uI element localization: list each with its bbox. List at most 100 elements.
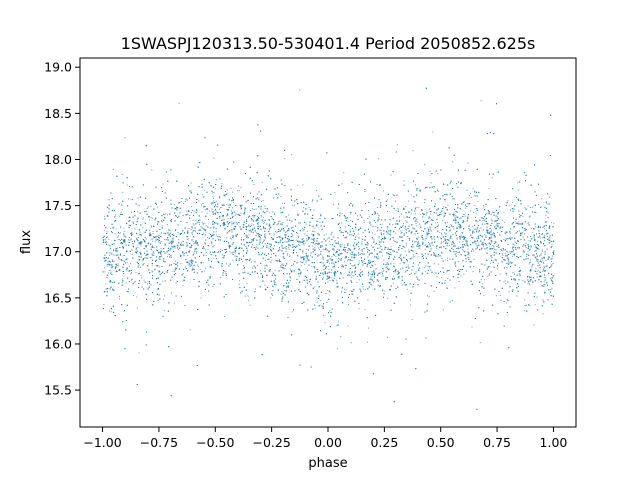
data-point <box>345 289 347 291</box>
data-point <box>483 294 485 296</box>
data-point <box>192 241 194 243</box>
data-point <box>350 225 352 227</box>
data-point <box>327 261 329 262</box>
data-point <box>390 252 392 253</box>
data-point <box>525 247 527 249</box>
data-point <box>153 253 155 255</box>
data-point <box>102 240 104 242</box>
data-point <box>259 237 261 238</box>
data-point <box>133 246 134 248</box>
data-point <box>221 183 223 185</box>
data-point <box>289 268 291 270</box>
data-point <box>243 267 245 269</box>
data-point <box>327 272 329 274</box>
data-point <box>491 229 492 231</box>
data-point <box>216 261 218 263</box>
data-point <box>256 265 258 267</box>
data-point <box>512 255 514 257</box>
data-point <box>146 245 148 247</box>
data-point <box>505 283 507 284</box>
data-point <box>505 233 507 235</box>
data-point <box>394 266 396 268</box>
data-point <box>150 235 152 237</box>
data-point <box>201 221 203 223</box>
data-point <box>188 228 190 229</box>
data-point <box>304 258 306 260</box>
data-point <box>551 255 553 257</box>
data-point <box>141 241 143 243</box>
data-point <box>486 213 488 214</box>
data-point <box>104 215 106 217</box>
data-point <box>133 241 135 243</box>
data-point <box>131 272 132 274</box>
data-point <box>133 295 135 297</box>
data-point <box>169 249 171 251</box>
data-point <box>368 273 370 275</box>
data-point <box>155 249 157 251</box>
data-point <box>542 270 544 272</box>
data-point <box>240 208 242 210</box>
data-point <box>524 233 526 235</box>
data-point <box>455 215 457 217</box>
data-point <box>530 236 532 237</box>
data-point <box>332 248 333 250</box>
data-point <box>367 218 369 220</box>
data-point <box>495 249 497 251</box>
data-point <box>136 296 138 298</box>
data-point <box>264 243 266 244</box>
data-point <box>104 290 106 292</box>
data-point <box>398 277 400 279</box>
data-point <box>105 283 107 285</box>
data-point <box>115 228 117 230</box>
data-point <box>201 211 203 213</box>
data-point <box>383 269 385 271</box>
data-point <box>106 265 108 267</box>
data-point <box>130 263 132 265</box>
data-point <box>417 256 419 258</box>
data-point <box>297 235 299 237</box>
data-point <box>319 248 321 250</box>
data-point <box>139 259 140 261</box>
data-point <box>465 260 467 262</box>
data-point <box>190 182 192 184</box>
data-point <box>118 233 120 234</box>
data-point <box>183 202 184 204</box>
data-point <box>436 276 438 278</box>
data-point <box>523 249 525 251</box>
data-point <box>174 204 176 206</box>
data-point <box>117 236 119 238</box>
data-point <box>409 238 411 240</box>
data-point <box>288 240 290 242</box>
data-point <box>239 279 241 281</box>
data-point <box>177 262 179 263</box>
data-point <box>535 226 537 228</box>
data-point <box>316 297 318 299</box>
data-point <box>158 266 160 268</box>
data-point <box>164 295 166 297</box>
data-point <box>449 301 451 303</box>
data-point <box>303 207 305 209</box>
data-point <box>378 229 380 231</box>
data-point <box>207 249 209 251</box>
data-point <box>358 262 360 264</box>
data-point <box>503 281 505 283</box>
data-point <box>359 214 361 216</box>
data-point <box>352 204 354 206</box>
data-point <box>505 302 507 304</box>
data-point <box>488 238 490 240</box>
data-point <box>255 208 257 210</box>
data-point <box>298 244 299 246</box>
data-point <box>527 205 529 207</box>
data-point <box>384 246 386 248</box>
data-point <box>229 250 231 252</box>
data-point <box>314 267 316 269</box>
data-point <box>489 246 491 248</box>
data-point <box>412 254 414 256</box>
data-point <box>326 260 328 262</box>
data-point <box>177 248 179 250</box>
data-point <box>367 341 369 343</box>
data-point <box>361 271 363 273</box>
data-point <box>373 261 374 262</box>
data-point <box>260 238 262 240</box>
data-point <box>495 224 497 226</box>
